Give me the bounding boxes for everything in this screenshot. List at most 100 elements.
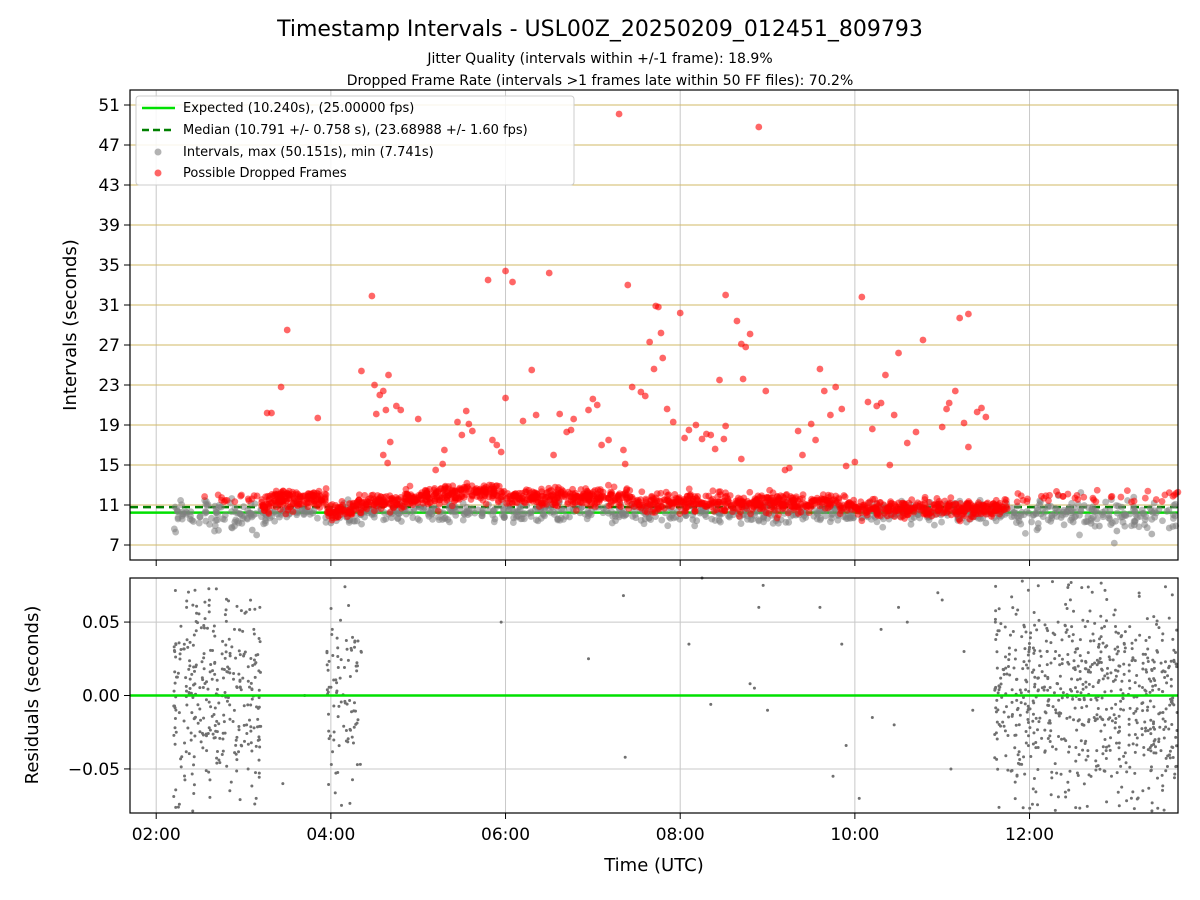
dropped-frame-point bbox=[414, 415, 422, 423]
interval-point bbox=[1121, 511, 1129, 519]
residual-point bbox=[196, 703, 200, 707]
interval-point bbox=[1106, 507, 1114, 515]
residuals-y-tick-label: 0.05 bbox=[82, 613, 120, 633]
residual-point bbox=[1102, 625, 1106, 629]
residual-point bbox=[242, 654, 246, 658]
residual-point bbox=[1108, 658, 1112, 662]
residual-point bbox=[1071, 697, 1075, 701]
dropped-frame-point bbox=[864, 398, 872, 406]
residual-point bbox=[1150, 809, 1154, 813]
residual-point bbox=[1152, 705, 1156, 709]
residual-point bbox=[1168, 756, 1172, 760]
dropped-frame-point bbox=[432, 488, 440, 495]
residual-point bbox=[195, 604, 199, 608]
residual-point bbox=[1076, 678, 1080, 682]
residual-point bbox=[203, 600, 207, 604]
dropped-frame-point bbox=[722, 422, 730, 430]
dropped-frame-point bbox=[621, 460, 629, 468]
residual-point bbox=[1128, 686, 1132, 690]
residual-point bbox=[1113, 726, 1117, 730]
residual-point bbox=[1151, 722, 1155, 726]
residual-point bbox=[1018, 758, 1022, 762]
residual-point bbox=[1167, 664, 1171, 668]
dropped-frame-point bbox=[495, 482, 503, 490]
residual-point bbox=[213, 634, 217, 638]
residual-point bbox=[197, 612, 201, 616]
residual-point bbox=[1130, 647, 1134, 651]
residual-point bbox=[1108, 748, 1112, 752]
dropped-frame-point bbox=[264, 492, 272, 500]
residual-point bbox=[1155, 619, 1159, 623]
residual-point bbox=[184, 750, 188, 754]
residuals-points bbox=[172, 576, 1179, 813]
residual-point bbox=[1019, 701, 1023, 705]
residual-point bbox=[1127, 722, 1131, 726]
residual-point bbox=[336, 715, 340, 719]
residual-point bbox=[1034, 716, 1038, 720]
dropped-frame-point bbox=[468, 427, 476, 435]
residual-point bbox=[1157, 740, 1161, 744]
residual-point bbox=[1159, 661, 1163, 665]
interval-point bbox=[202, 508, 210, 516]
residual-point bbox=[203, 681, 207, 685]
dropped-frame-point bbox=[707, 431, 715, 439]
dropped-frame-point bbox=[840, 492, 848, 499]
residual-point bbox=[1017, 750, 1021, 754]
dropped-frame-point bbox=[556, 410, 564, 418]
residual-point bbox=[249, 681, 253, 685]
residual-point bbox=[203, 617, 207, 621]
residual-point bbox=[1068, 687, 1072, 691]
interval-point bbox=[599, 509, 607, 517]
residual-point bbox=[1116, 645, 1120, 649]
interval-point bbox=[826, 518, 834, 526]
intervals-panel: 7 11 15 19 23 27 31 35 39 43 47 51 Intervals (secon… bbox=[60, 89, 1182, 566]
residual-point bbox=[995, 720, 999, 724]
residual-point bbox=[1080, 659, 1084, 663]
residual-point bbox=[215, 756, 219, 760]
interval-point bbox=[647, 516, 655, 524]
dropped-frame-point bbox=[473, 487, 481, 495]
dropped-frame-point bbox=[648, 492, 656, 500]
dropped-frame-point bbox=[253, 492, 261, 500]
dropped-frame-point bbox=[910, 507, 917, 514]
dropped-frame-point bbox=[811, 497, 819, 504]
residual-point bbox=[1054, 708, 1058, 712]
residual-point bbox=[1096, 707, 1100, 711]
residual-point bbox=[1076, 773, 1080, 777]
residual-point bbox=[1024, 688, 1028, 692]
residual-point bbox=[252, 627, 256, 631]
dropped-frame-point bbox=[794, 510, 802, 517]
dropped-frame-point bbox=[689, 495, 697, 503]
residual-point bbox=[1053, 808, 1057, 812]
dropped-frame-point bbox=[1002, 496, 1010, 504]
residual-point bbox=[1147, 677, 1151, 681]
interval-point bbox=[459, 516, 467, 524]
residual-point bbox=[246, 742, 250, 746]
residual-point bbox=[249, 703, 253, 707]
residual-point bbox=[209, 705, 213, 709]
residual-point bbox=[1110, 719, 1114, 723]
residual-point bbox=[1034, 746, 1038, 750]
residual-point bbox=[1014, 648, 1018, 652]
residual-point bbox=[1100, 696, 1104, 700]
residual-point bbox=[1122, 672, 1126, 676]
residual-point bbox=[1097, 642, 1101, 646]
residual-point bbox=[1049, 793, 1053, 797]
residual-point bbox=[174, 730, 178, 734]
residual-point bbox=[1002, 672, 1006, 676]
dropped-frame-point bbox=[709, 487, 717, 495]
residual-point bbox=[353, 640, 357, 644]
residuals-panel: −0.05 0.00 0.05 02:00 04:00 06:00 08:00 10:00 1… bbox=[22, 576, 1179, 876]
residual-point bbox=[1017, 723, 1021, 727]
dropped-frame-point bbox=[1074, 496, 1082, 503]
residual-point bbox=[173, 670, 177, 674]
residual-point bbox=[1065, 628, 1069, 632]
residual-point bbox=[1078, 670, 1082, 674]
residual-point bbox=[1164, 756, 1168, 760]
residual-point bbox=[188, 659, 192, 663]
residual-point bbox=[1148, 699, 1152, 703]
residual-point bbox=[183, 741, 187, 745]
interval-point bbox=[1106, 515, 1114, 523]
residual-point bbox=[1089, 774, 1093, 778]
dropped-frame-point bbox=[657, 498, 665, 506]
